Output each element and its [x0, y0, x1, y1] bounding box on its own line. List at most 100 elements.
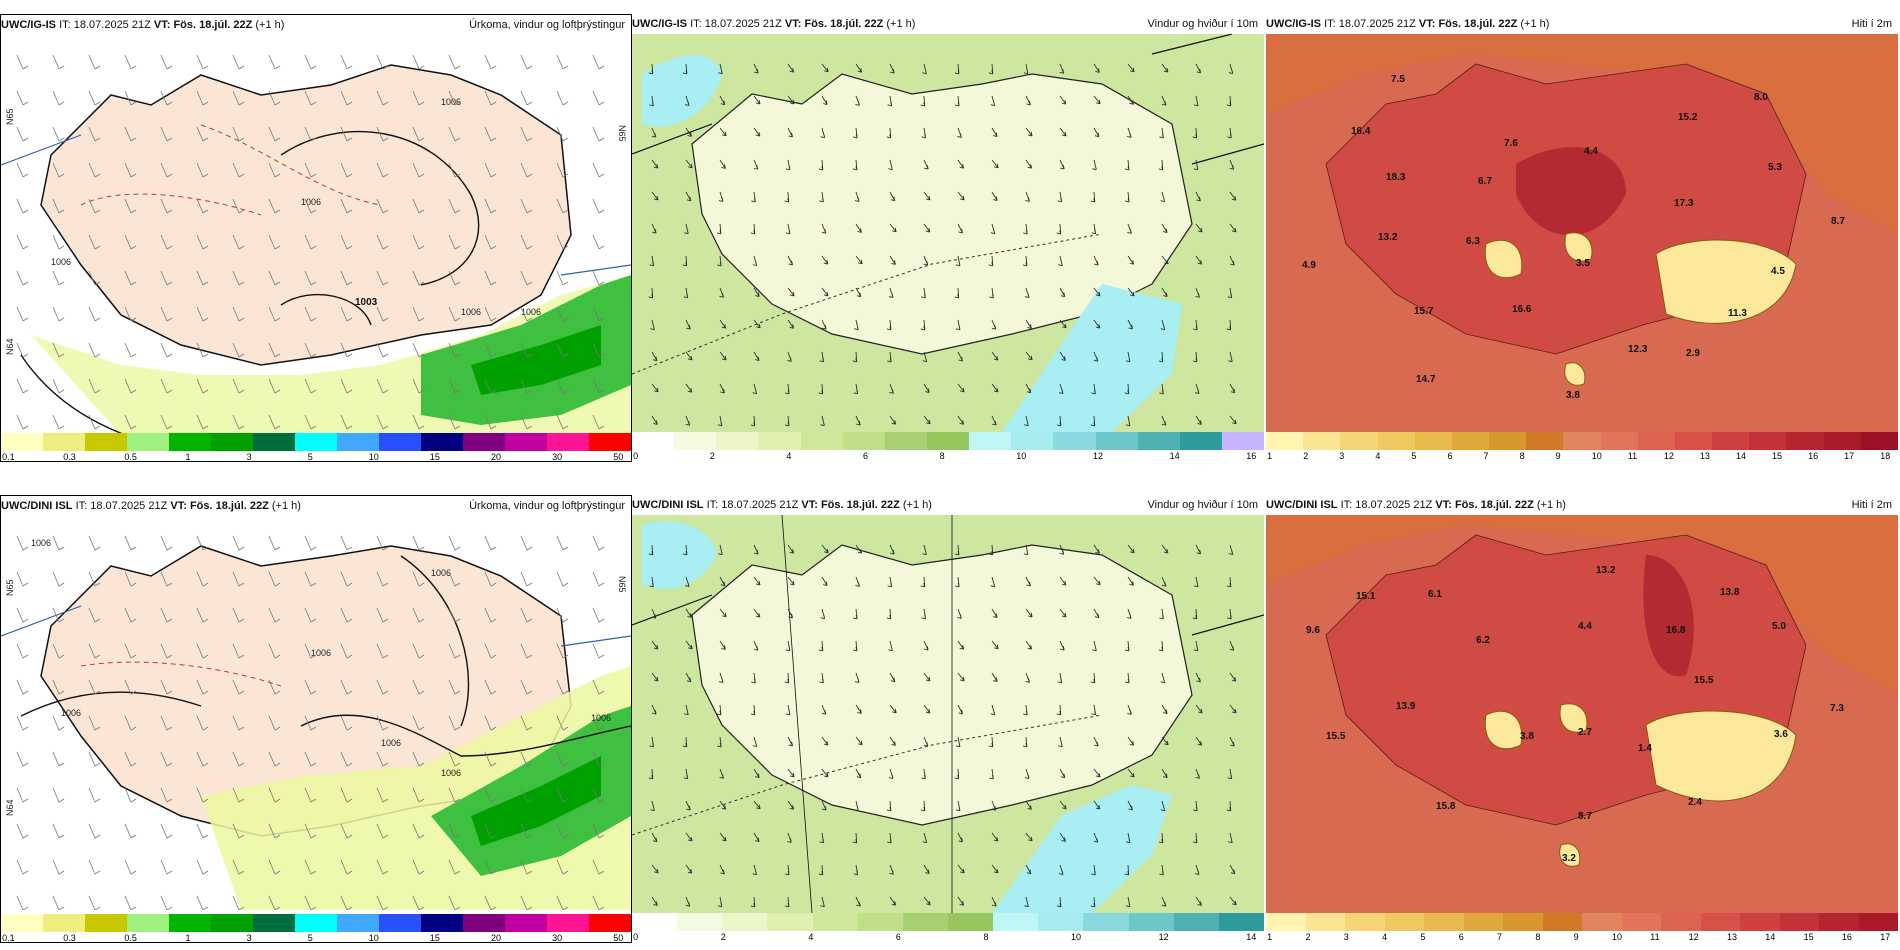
lead-time: (+1 h)	[271, 500, 301, 512]
wind-barb	[340, 306, 353, 322]
wind-barb	[160, 306, 173, 322]
model-name: UWC/DINI ISL	[1, 500, 73, 512]
wind-arrow	[1161, 223, 1168, 234]
field-title: Vindur og hviður í 10m	[1147, 18, 1258, 30]
wind-barb	[124, 342, 137, 358]
wind-barb	[232, 895, 245, 910]
wind-arrow	[1091, 704, 1097, 716]
wind-arrow	[752, 736, 758, 748]
vt-value: Fös. 18.júl. 22Z	[1454, 499, 1534, 511]
field-title: Hiti í 2m	[1851, 18, 1892, 30]
wind-barb	[268, 126, 281, 142]
wind-barb	[16, 643, 29, 659]
wind-arrow	[1195, 415, 1202, 425]
wind-arrow	[785, 704, 791, 716]
colorbar-swatch	[1823, 432, 1861, 450]
wind-arrow	[821, 63, 829, 73]
temp-panel-bottom: UWC/DINI ISL IT: 18.07.2025 21Z VT: Fös.…	[1266, 495, 1898, 943]
temp-map[interactable]: 13.2 15.1 6.1 13.8 9.6 6.2 4.4 16.8 5.0 …	[1266, 515, 1898, 913]
wind-arrow	[685, 319, 691, 330]
wind-arrow	[649, 736, 655, 748]
wind-arrow	[821, 800, 827, 811]
wind-arrow	[955, 736, 961, 748]
wind-barb	[124, 535, 137, 551]
wind-arrow	[753, 159, 759, 170]
temp-value-label: 6.2	[1476, 635, 1490, 646]
wind-arrow	[753, 95, 761, 105]
wind-barb	[232, 90, 245, 106]
wind-arrow	[1158, 159, 1164, 171]
colorbar-swatch	[1740, 913, 1780, 931]
wind-arrow	[683, 287, 689, 299]
wind-arrow	[1195, 223, 1203, 233]
wind-barb	[304, 787, 317, 803]
wind-barb	[520, 715, 533, 731]
wind-barb	[196, 715, 209, 731]
wind-arrow	[1056, 896, 1062, 908]
wind-barb	[88, 306, 101, 322]
wind-barb	[520, 823, 533, 839]
wind-arrow	[784, 383, 790, 395]
wind-arrow	[887, 95, 893, 107]
wind-arrow	[753, 768, 760, 778]
colorbar-swatch	[1712, 432, 1750, 450]
wind-barb	[88, 270, 101, 286]
isobar-label: 1003	[355, 297, 378, 308]
wind-arrow	[787, 608, 793, 619]
colorbar-swatch	[969, 432, 1012, 450]
wind-arrow	[753, 127, 761, 137]
wind-barb	[448, 679, 461, 695]
colorbar-swatch	[547, 433, 589, 451]
wind-barb	[376, 162, 389, 178]
wind-arrow	[1127, 608, 1132, 619]
wind-arrow	[957, 415, 965, 425]
wind-arrow	[1124, 672, 1130, 684]
wind-barb	[196, 162, 209, 178]
wind-arrow	[852, 640, 858, 652]
wind-arrow	[820, 127, 826, 139]
colorbar-tick-label: 8	[983, 932, 989, 942]
precip-map[interactable]: 1006 1006 1006 1006 1006 1006 1006 N65 N…	[1, 516, 631, 910]
wind-barb	[448, 90, 461, 106]
wind-arrow	[1161, 736, 1169, 746]
colorbar-swatch	[722, 913, 768, 931]
wind-arrow	[719, 768, 724, 779]
wind-barb	[160, 679, 173, 695]
panel-header: UWC/IG-IS IT: 18.07.2025 21Z VT: Fös. 18…	[1, 15, 631, 35]
isobar-label: 1006	[31, 538, 51, 548]
wind-barb	[124, 54, 137, 70]
wind-barb	[16, 306, 29, 322]
wind-arrow	[651, 832, 658, 843]
colorbar-tick-label: 1	[185, 452, 191, 462]
wind-barb	[412, 643, 425, 659]
wind-arrow	[1093, 351, 1099, 362]
wind-arrow	[988, 255, 994, 267]
wind-arrow	[889, 383, 894, 394]
colorbar-swatch	[127, 433, 169, 451]
wind-barb	[268, 571, 281, 587]
wind-arrow	[889, 191, 896, 202]
colorbar-swatch	[632, 432, 675, 450]
wind-arrow	[1158, 640, 1164, 652]
wind-arrow	[651, 127, 657, 138]
temp-value-label: 4.9	[1302, 260, 1316, 271]
wind-barb	[268, 198, 281, 214]
wind-map[interactable]	[632, 34, 1264, 432]
wind-map[interactable]	[632, 515, 1264, 913]
wind-arrow	[1229, 415, 1237, 425]
wind-arrow	[818, 383, 824, 395]
wind-barb	[340, 535, 353, 551]
colorbar-swatch	[926, 432, 970, 450]
wind-arrow	[750, 704, 756, 716]
wind-barb	[412, 895, 425, 910]
wind-arrow	[1024, 896, 1029, 908]
wind-barb	[52, 90, 65, 106]
wind-arrow	[1059, 159, 1065, 170]
precip-map[interactable]: 1006 1006 1006 1006 1006 1003 N65 N65 N6…	[1, 35, 631, 447]
temp-map[interactable]: 7.5 8.0 16.4 7.6 4.4 15.2 18.3 6.7 5.3 1…	[1266, 34, 1898, 432]
wind-barb	[304, 270, 317, 286]
wind-arrow	[753, 287, 760, 297]
field-title: Hiti í 2m	[1851, 499, 1892, 511]
isobar-label: 1006	[431, 568, 451, 578]
wind-arrow	[1194, 864, 1200, 875]
